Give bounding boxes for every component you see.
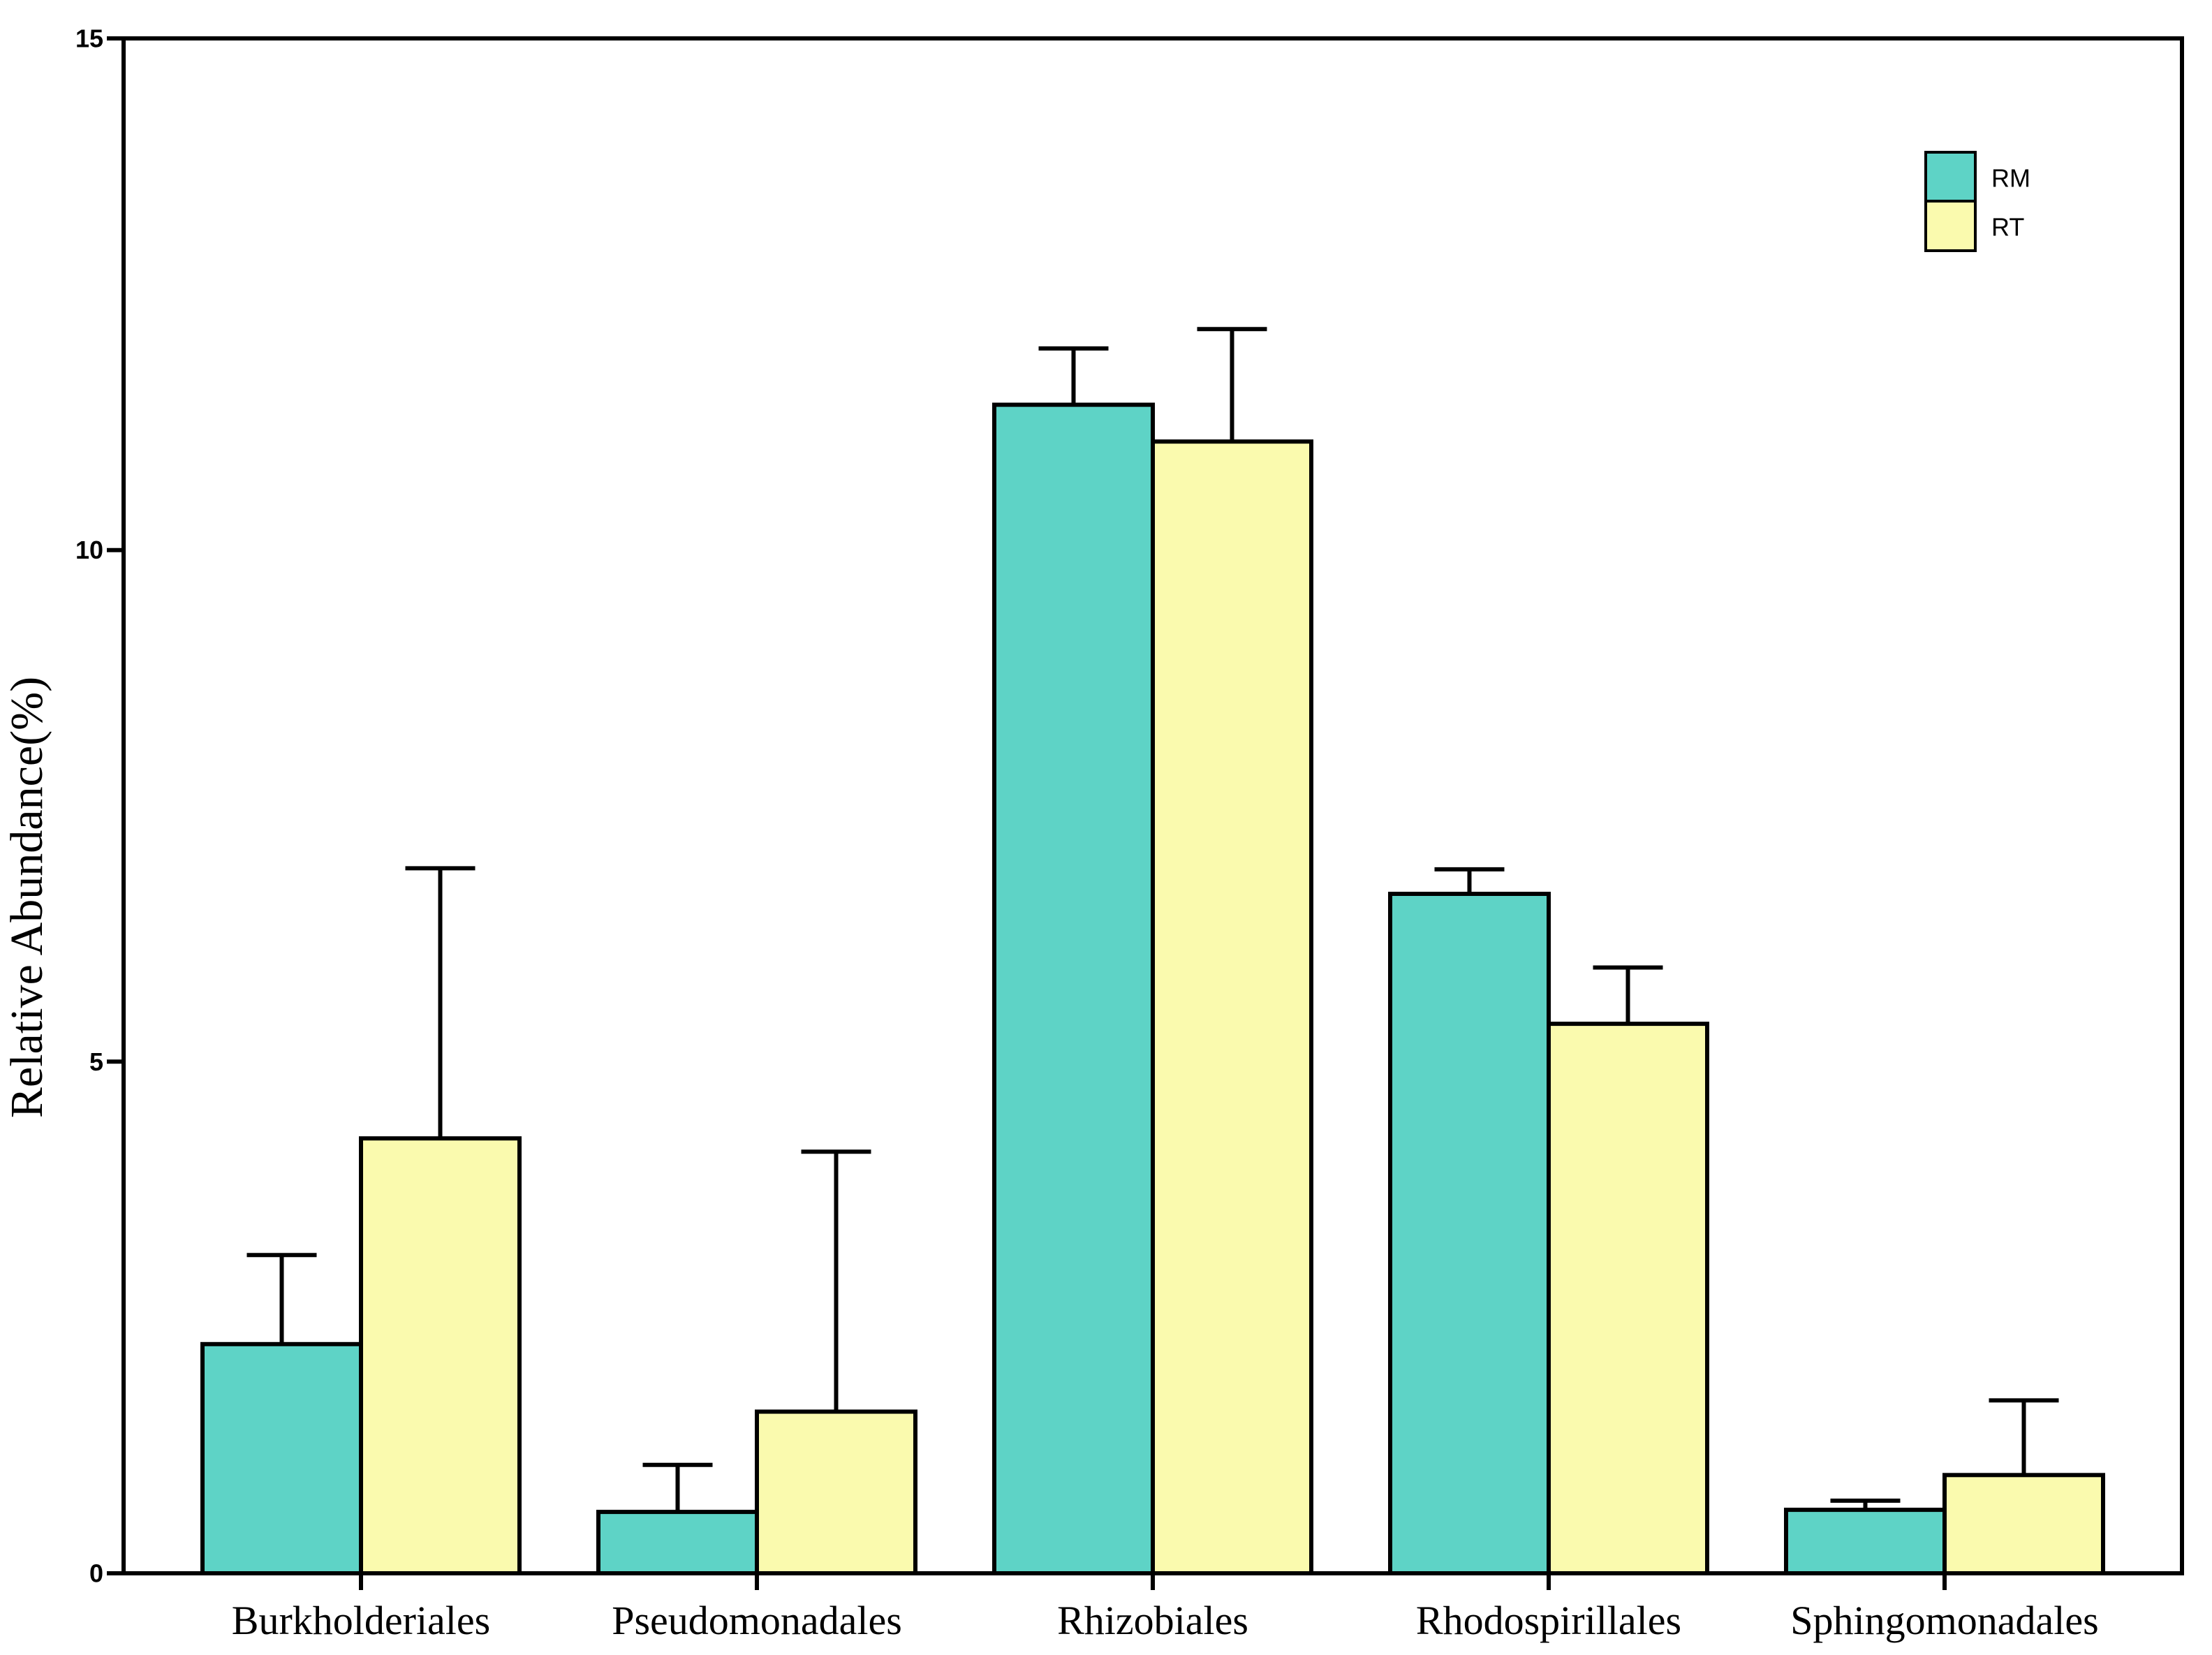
bar-rt-rhizobiales	[1151, 439, 1313, 1575]
bar-rt-burkholderiales	[359, 1136, 522, 1575]
bar-rt-pseudomonadales	[755, 1409, 917, 1575]
y-tick-label-0: 0	[89, 1559, 103, 1588]
bar-rm-sphingomonadales	[1784, 1508, 1947, 1576]
bar-rm-pseudomonadales	[596, 1510, 759, 1576]
bar-rm-burkholderiales	[200, 1341, 363, 1576]
x-category-label-pseudomonadales: Pseudomonadales	[612, 1598, 902, 1643]
y-axis-ticks: 0 5 10 15	[75, 24, 124, 1588]
bar-rm-rhodospirillales	[1388, 892, 1551, 1575]
x-category-label-rhizobiales: Rhizobiales	[1057, 1598, 1248, 1643]
legend-swatch-rt	[1924, 200, 1977, 252]
y-tick-label-5: 5	[89, 1047, 103, 1076]
legend-label-rm: RM	[1991, 164, 2030, 193]
bar-rt-sphingomonadales	[1942, 1473, 2105, 1576]
legend-swatch-rm	[1924, 151, 1977, 203]
legend: RM RT	[1924, 151, 2030, 252]
x-axis-ticks: Burkholderiales Pseudomonadales Rhizobiale…	[232, 1573, 2099, 1643]
y-tick-label-15: 15	[75, 24, 103, 53]
x-category-label-sphingomonadales: Sphingomonadales	[1790, 1598, 2098, 1643]
bars-layer	[200, 402, 2105, 1576]
bar-rt-rhodospirillales	[1547, 1022, 1709, 1575]
bar-rm-rhizobiales	[992, 402, 1155, 1575]
y-axis-title: Relative Abundance(%)	[1, 677, 52, 1118]
error-bars-layer	[246, 327, 2059, 1513]
legend-label-rt: RT	[1991, 213, 2024, 242]
y-tick-label-10: 10	[75, 536, 103, 564]
x-category-label-rhodospirillales: Rhodospirillales	[1416, 1598, 1681, 1643]
x-category-label-burkholderiales: Burkholderiales	[232, 1598, 490, 1643]
